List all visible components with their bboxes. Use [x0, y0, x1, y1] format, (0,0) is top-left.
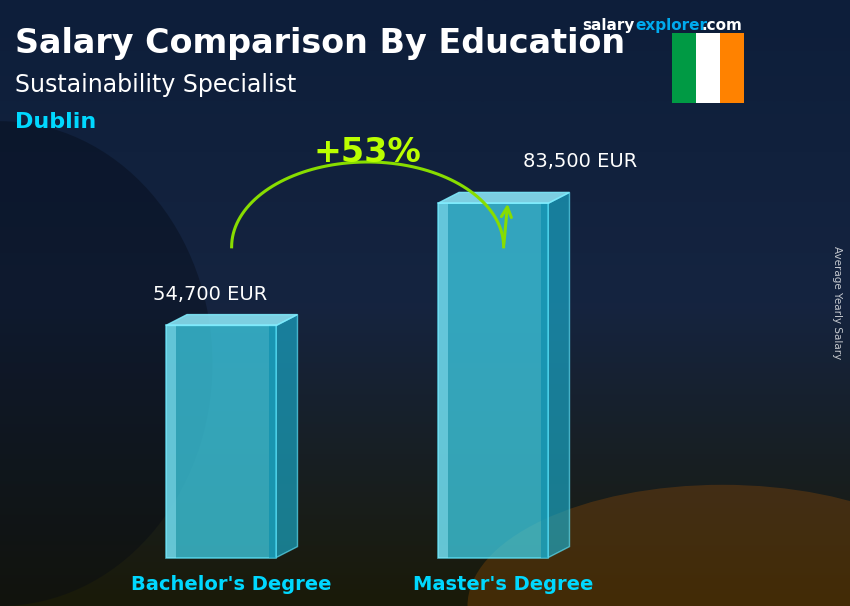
Text: salary: salary: [582, 18, 635, 33]
Polygon shape: [548, 193, 570, 558]
Ellipse shape: [468, 485, 850, 606]
Polygon shape: [438, 193, 570, 204]
Text: Sustainability Specialist: Sustainability Specialist: [15, 73, 297, 97]
Text: Dublin: Dublin: [15, 112, 97, 132]
Text: .com: .com: [701, 18, 742, 33]
Bar: [720, 33, 744, 103]
Text: Salary Comparison By Education: Salary Comparison By Education: [15, 27, 626, 60]
Text: Bachelor's Degree: Bachelor's Degree: [132, 575, 332, 594]
Bar: [672, 33, 695, 103]
Polygon shape: [269, 325, 276, 558]
Ellipse shape: [0, 121, 212, 606]
Polygon shape: [276, 315, 298, 558]
Polygon shape: [541, 204, 548, 558]
Bar: [695, 33, 720, 103]
Text: explorer: explorer: [635, 18, 707, 33]
Polygon shape: [438, 204, 548, 558]
Polygon shape: [166, 315, 298, 325]
Text: +53%: +53%: [314, 136, 422, 170]
Polygon shape: [438, 204, 448, 558]
Text: Master's Degree: Master's Degree: [413, 575, 594, 594]
Text: Average Yearly Salary: Average Yearly Salary: [832, 247, 842, 359]
Text: 83,500 EUR: 83,500 EUR: [523, 152, 637, 171]
Text: 54,700 EUR: 54,700 EUR: [153, 285, 267, 304]
Polygon shape: [166, 325, 276, 558]
Polygon shape: [166, 325, 176, 558]
